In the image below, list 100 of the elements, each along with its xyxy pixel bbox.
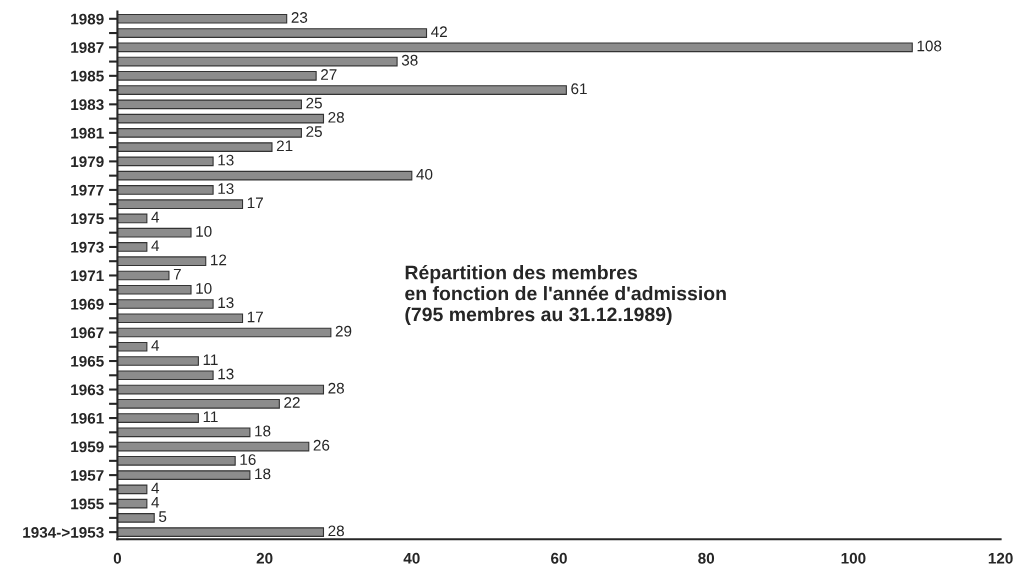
data-label: 21 xyxy=(276,140,293,152)
bar xyxy=(117,170,413,181)
bar xyxy=(117,370,214,381)
data-label: 38 xyxy=(401,54,418,66)
bar xyxy=(117,242,148,252)
bar xyxy=(117,42,913,53)
data-label: 13 xyxy=(218,154,234,166)
x-tick-label: 80 xyxy=(698,552,715,564)
x-tick-label: 0 xyxy=(113,552,122,564)
bar xyxy=(117,527,325,537)
data-label: 12 xyxy=(211,254,227,266)
data-label: 28 xyxy=(328,382,344,394)
data-label: 4 xyxy=(151,211,160,223)
data-label: 25 xyxy=(306,126,322,137)
bar xyxy=(117,427,251,438)
y-tick-label: 1934->1953 xyxy=(23,527,104,538)
bar xyxy=(117,356,199,366)
x-tick-label: 40 xyxy=(403,552,420,564)
y-tick-label: 1979 xyxy=(71,156,104,168)
y-tick-label: 1957 xyxy=(71,469,104,481)
y-tick-label: 1969 xyxy=(71,298,104,310)
bar xyxy=(117,13,288,24)
data-label: 4 xyxy=(151,340,160,351)
y-tick-label: 1967 xyxy=(71,327,104,339)
data-label: 22 xyxy=(284,397,300,408)
data-label: 27 xyxy=(321,69,337,80)
y-tick-label: 1977 xyxy=(71,184,104,196)
data-label: 40 xyxy=(416,168,433,180)
x-tick-label: 100 xyxy=(841,552,866,564)
data-label: 11 xyxy=(203,354,218,365)
x-tick-label: 60 xyxy=(551,552,567,564)
data-label: 18 xyxy=(255,425,271,437)
bar xyxy=(117,470,251,480)
data-label: 4 xyxy=(151,240,160,251)
bar xyxy=(117,199,244,210)
bar xyxy=(117,185,214,195)
data-label: 17 xyxy=(247,197,263,209)
data-label: 5 xyxy=(158,511,167,522)
bar xyxy=(117,270,170,281)
y-tick-label: 1963 xyxy=(71,384,104,396)
bar xyxy=(117,413,199,423)
y-tick-label: 1965 xyxy=(71,355,104,367)
data-label: 26 xyxy=(313,439,330,451)
bar xyxy=(117,456,236,466)
data-label: 23 xyxy=(291,12,308,23)
bar xyxy=(117,398,280,409)
bar xyxy=(117,513,155,523)
data-label: 13 xyxy=(218,297,234,309)
bar xyxy=(117,484,148,495)
data-label: 108 xyxy=(917,40,942,52)
data-label: 16 xyxy=(240,454,256,465)
bar xyxy=(117,113,325,124)
bar xyxy=(117,327,332,338)
data-label: 4 xyxy=(151,497,160,508)
x-tick-label: 20 xyxy=(256,552,273,564)
bar xyxy=(117,128,302,138)
bar xyxy=(117,227,192,238)
bar xyxy=(117,28,428,38)
data-label: 10 xyxy=(196,283,212,294)
bar xyxy=(117,142,273,152)
bar xyxy=(117,384,325,395)
bar xyxy=(117,156,214,167)
y-tick-label: 1981 xyxy=(71,127,104,139)
data-label: 10 xyxy=(196,225,212,237)
bar xyxy=(117,99,302,110)
y-tick-label: 1983 xyxy=(71,99,104,111)
bar xyxy=(117,85,567,95)
data-label: 13 xyxy=(218,368,234,380)
bar xyxy=(117,341,148,352)
x-tick-label: 120 xyxy=(988,552,1013,564)
data-label: 29 xyxy=(335,325,352,337)
y-tick-label: 1973 xyxy=(71,241,104,253)
data-label: 4 xyxy=(151,482,160,494)
y-tick-label: 1985 xyxy=(71,70,104,82)
bar xyxy=(117,56,398,67)
y-tick-label: 1959 xyxy=(71,441,104,453)
data-label: 61 xyxy=(571,83,587,95)
bar xyxy=(117,213,148,224)
bar xyxy=(117,284,192,295)
data-label: 17 xyxy=(247,311,263,323)
data-label: 42 xyxy=(431,26,447,37)
data-label: 28 xyxy=(328,111,344,123)
data-label: 7 xyxy=(173,268,181,280)
bar xyxy=(117,70,317,81)
y-tick-label: 1955 xyxy=(71,498,104,510)
data-label: 13 xyxy=(218,183,234,195)
y-tick-label: 1975 xyxy=(71,213,104,225)
data-label: 18 xyxy=(255,468,271,480)
text: Répartition des membres en fonction de l'année d'admission (795 membres au 31.12.1989) xyxy=(405,264,726,326)
y-tick-label: 1989 xyxy=(71,13,104,25)
data-label: 25 xyxy=(306,97,322,109)
bar xyxy=(117,498,148,509)
data-label: 28 xyxy=(328,525,344,537)
bar xyxy=(117,299,214,309)
bar xyxy=(117,256,207,267)
bar xyxy=(117,441,310,452)
y-tick-label: 1961 xyxy=(71,412,104,424)
data-label: 11 xyxy=(203,411,218,423)
y-tick-label: 1987 xyxy=(71,42,104,53)
bar xyxy=(117,313,244,324)
